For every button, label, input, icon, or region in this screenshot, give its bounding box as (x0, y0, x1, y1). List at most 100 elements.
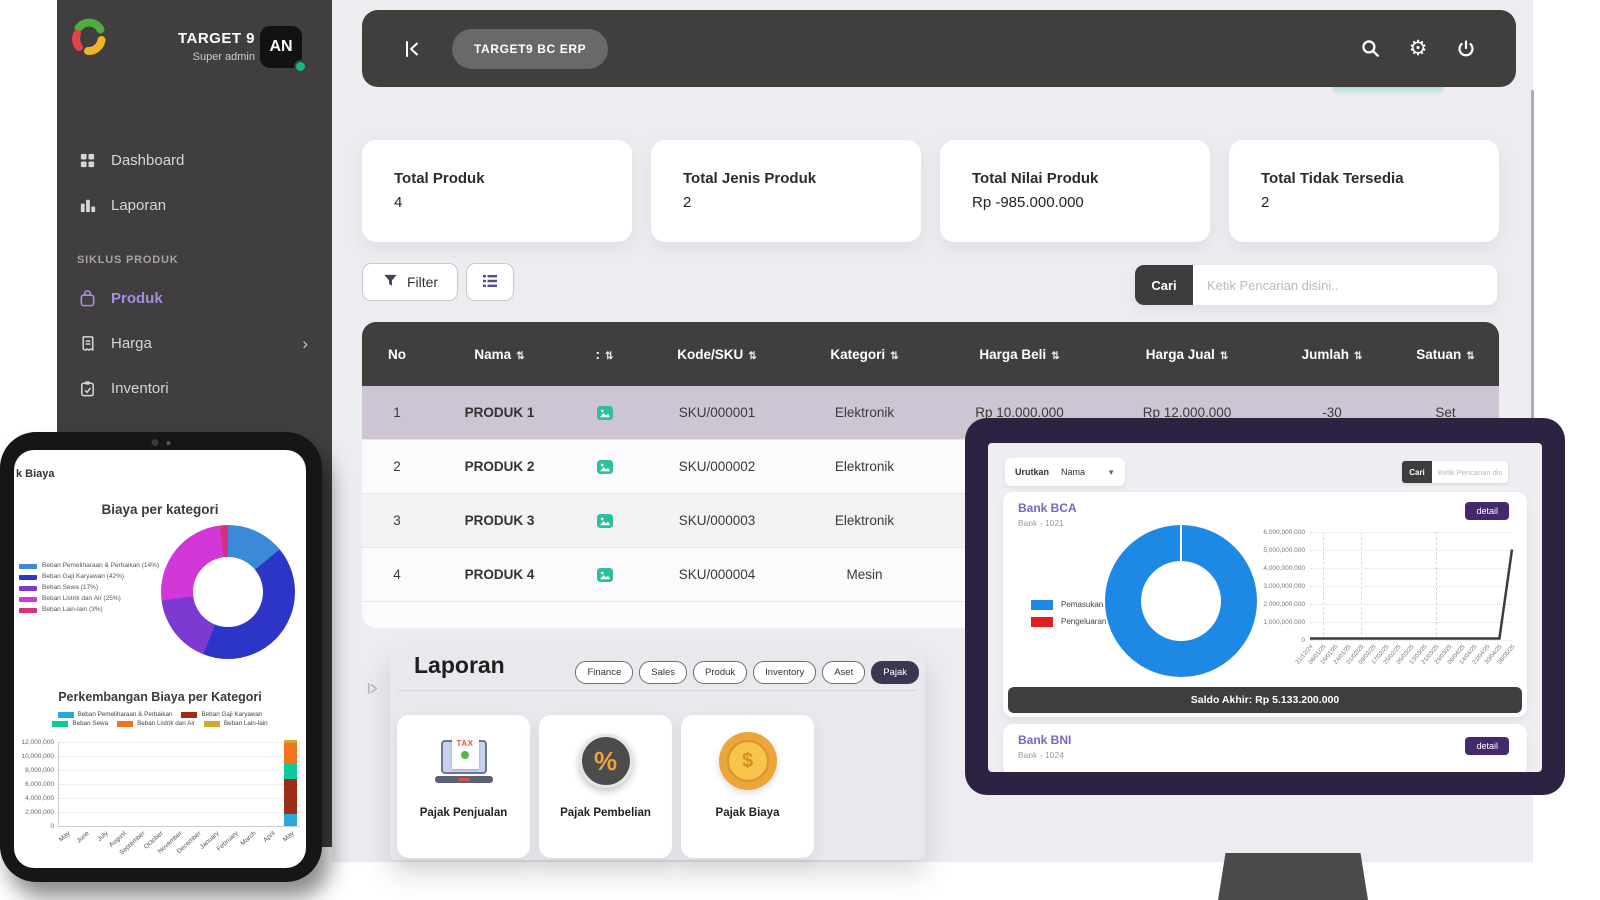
laporan-card-label: Pajak Pembelian (560, 807, 651, 819)
legend-swatch (19, 563, 37, 569)
column-header[interactable]: Harga Jual ⇅ (1102, 347, 1272, 362)
table-cell: Elektronik (834, 459, 895, 474)
column-header[interactable]: Nama ⇅ (432, 347, 567, 362)
sort-dropdown[interactable]: Urutkan Nama ▼ (1005, 458, 1125, 486)
legend-label: Pengeluaran (0%) (1061, 617, 1126, 626)
column-header[interactable]: Jumlah ⇅ (1272, 347, 1392, 362)
column-header[interactable]: Kode/SKU ⇅ (642, 347, 792, 362)
sort-icon: ⇅ (890, 350, 899, 362)
search-icon[interactable] (1358, 37, 1382, 61)
y-tick-label: 2,000,000,000 (1263, 601, 1305, 608)
column-header[interactable]: Kategori ⇅ (792, 347, 937, 362)
tab-sales[interactable]: Sales (639, 661, 688, 684)
bank-searchbar: Cari (1402, 461, 1508, 483)
summary-card-value: 2 (683, 194, 692, 211)
sort-label: Urutkan (1015, 467, 1050, 477)
legend-swatch (117, 721, 134, 728)
donut-gap (1180, 525, 1182, 562)
y-tick-label: 6,000,000 (25, 780, 54, 788)
sidebar-item-dashboard[interactable]: Dashboard (57, 138, 332, 183)
tax-coin-icon: $ (718, 715, 777, 807)
sidebar-item-laporan[interactable]: Laporan (57, 183, 332, 228)
legend-swatch (1031, 600, 1053, 610)
gridline (1310, 640, 1512, 641)
sort-icon: ⇅ (1353, 350, 1363, 362)
summary-card[interactable]: Total Tidak Tersedia 2 (1229, 140, 1499, 242)
summary-card-value: 4 (394, 194, 403, 211)
laporan-card-pajak-pembelian[interactable]: % Pajak Pembelian (539, 715, 672, 858)
legend-label: Beban Lain-lain (3%) (42, 606, 103, 613)
sidebar-item-label: Produk (111, 290, 163, 307)
legend-item: Beban Listrik dan Air (117, 720, 195, 728)
list-view-button[interactable] (466, 263, 514, 301)
list-icon (481, 272, 499, 293)
column-label: Jumlah (1301, 346, 1349, 362)
sidebar-item-label: Harga (111, 335, 152, 352)
table-cell: SKU/000002 (678, 459, 756, 474)
cari-button[interactable]: Cari (1135, 265, 1193, 305)
topbar: TARGET9 BC ERP ⚙ (362, 10, 1516, 87)
search-input[interactable] (1193, 265, 1497, 305)
brand-logo-icon (65, 14, 113, 62)
summary-card[interactable]: Total Jenis Produk 2 (651, 140, 921, 242)
detail-button[interactable]: detail (1465, 502, 1509, 520)
monitor-mockup: Urutkan Nama ▼ Cari Bank BCA Bank - 1021… (965, 418, 1565, 795)
tab-produk[interactable]: Produk (693, 661, 748, 684)
tab-finance[interactable]: Finance (575, 661, 634, 684)
legend-label: Beban Gaji Karyawan (201, 711, 263, 718)
gridline (58, 756, 300, 757)
y-tick-label: 5,000,000,000 (1263, 547, 1305, 554)
sort-icon: ⇅ (1466, 350, 1475, 362)
bank-name: Bank BNI (1018, 733, 1072, 747)
bank-search-input[interactable] (1432, 461, 1508, 483)
sidebar-item-inventori[interactable]: Inventori (57, 366, 332, 411)
summary-card-value: 2 (1261, 194, 1270, 211)
biaya-bar-chart: 12,000,000 10,000,000 8,000,000 6,000,000 4,… (16, 738, 304, 856)
summary-card[interactable]: Total Nilai Produk Rp -985.000.000 (940, 140, 1210, 242)
laporan-card-pajak-biaya[interactable]: $ Pajak Biaya (681, 715, 814, 858)
bar-segment (284, 778, 298, 815)
table-searchbar: Cari (1135, 265, 1497, 305)
summary-card[interactable]: Total Produk 4 (362, 140, 632, 242)
summary-card-value: Rp -985.000.000 (972, 194, 1084, 211)
detail-button[interactable]: detail (1465, 737, 1509, 755)
legend-label: Beban Sewa (17%) (42, 584, 99, 591)
y-tick-label: 2,000,000 (25, 808, 54, 816)
column-label: Harga Jual (1145, 346, 1215, 362)
phone-screen: k Biaya Biaya per kategori Beban Pemelih… (14, 450, 306, 868)
bank-cari-button[interactable]: Cari (1402, 461, 1432, 483)
laporan-card-label: Pajak Biaya (715, 807, 780, 819)
power-icon[interactable] (1454, 37, 1478, 61)
pagination-next-icon[interactable] (366, 682, 379, 700)
sort-icon: ⇅ (1051, 350, 1060, 362)
table-cell: SKU/000003 (678, 513, 756, 528)
sidebar-item-label: Dashboard (111, 152, 185, 169)
laporan-card-pajak-penjualan[interactable]: TAX Pajak Penjualan (397, 715, 530, 858)
sidebar-item-harga[interactable]: Harga › (57, 321, 332, 366)
bank-name: Bank BCA (1018, 501, 1077, 515)
legend-item: Beban Lain-lain (203, 720, 268, 728)
avatar[interactable]: AN (260, 26, 307, 73)
sidebar-item-produk[interactable]: Produk (57, 276, 332, 321)
monitor-screen: Urutkan Nama ▼ Cari Bank BCA Bank - 1021… (988, 443, 1542, 772)
legend-item: Beban Gaji Karyawan (42%) (19, 573, 159, 581)
laporan-cards: TAX Pajak Penjualan% Pajak Pembelian $ Pajak… (397, 715, 814, 858)
sort-icon: ⇅ (748, 350, 757, 362)
tab-pajak[interactable]: Pajak (871, 661, 919, 684)
legend-label: Beban Listrik dan Air (25%) (42, 595, 121, 602)
tab-inventory[interactable]: Inventory (753, 661, 817, 684)
table-cell: Rp 10.000.000 (975, 405, 1064, 420)
filter-button[interactable]: Filter (362, 263, 458, 301)
table-cell: -30 (1322, 405, 1342, 420)
table-cell: 4 (393, 567, 401, 582)
biaya-bar-legend: Beban Pemeliharaan & Perbaikan Beban Gaji… (30, 711, 290, 728)
settings-gear-icon[interactable]: ⚙ (1408, 37, 1428, 60)
column-header[interactable]: Harga Beli ⇅ (937, 347, 1102, 362)
tab-aset[interactable]: Aset (822, 661, 866, 684)
column-header[interactable]: Satuan ⇅ (1392, 347, 1499, 362)
column-header[interactable]: : ⇅ (567, 347, 642, 362)
sidebar-item-label: Inventori (111, 380, 169, 397)
gridline (1310, 532, 1512, 533)
collapse-sidebar-icon[interactable] (400, 37, 424, 61)
gridline-vertical (1360, 532, 1362, 640)
